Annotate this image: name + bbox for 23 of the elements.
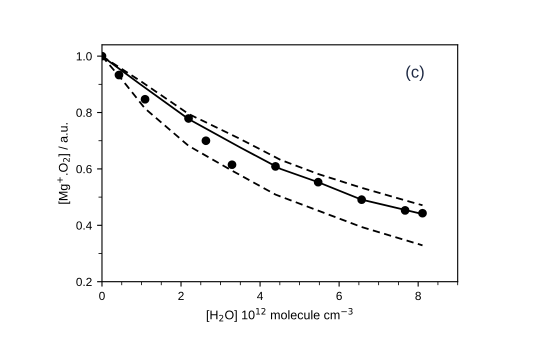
y-tick-label: 0.8 [76,108,92,117]
y-tick-label: 0.4 [76,221,92,230]
annotation: (c) [406,66,424,82]
point [357,195,366,204]
point [400,206,410,215]
y-axis-title: [Mg$^{+}$.O$_{2}$] / a.u. [57,123,70,204]
x-tick-label: 2 [178,292,184,300]
y-tick-label: 1.0 [76,52,92,61]
x-tick-label: 6 [336,292,342,300]
y-tick-label: 0.6 [76,164,92,174]
point [184,114,193,123]
point [271,162,280,171]
x-axis-title: [H$_{2}$O] 10$^{12}$ molecule cm$^{−3}$ [206,308,353,322]
point [202,136,210,146]
point [228,160,236,170]
x-tick-label: 0 [99,292,105,300]
point [418,208,427,218]
point [140,94,150,104]
point [114,70,124,80]
x-tick-label: 4 [257,292,264,300]
y-tick-label: 0.2 [76,278,92,286]
point [314,178,323,187]
x-tick-label: 8 [415,292,421,300]
